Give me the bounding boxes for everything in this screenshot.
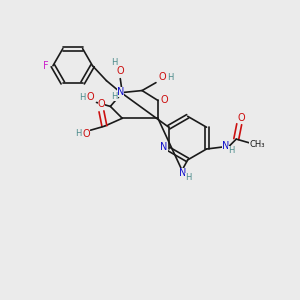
Text: N: N [160,142,167,152]
Text: F: F [43,61,49,71]
Text: O: O [87,92,94,101]
Text: O: O [160,95,168,106]
Text: H: H [167,73,173,82]
Text: H: H [185,173,192,182]
Text: O: O [83,129,90,139]
Text: H: H [111,58,118,67]
Text: O: O [98,99,105,110]
Text: H: H [76,129,82,138]
Text: O: O [237,113,245,123]
Text: H: H [80,93,86,102]
Text: H: H [111,92,118,101]
Text: N: N [222,141,229,151]
Text: CH₃: CH₃ [249,140,265,148]
Text: H: H [228,146,235,155]
Text: N: N [179,168,186,178]
Text: O: O [116,66,124,76]
Text: N: N [117,86,124,97]
Text: O: O [158,72,166,82]
